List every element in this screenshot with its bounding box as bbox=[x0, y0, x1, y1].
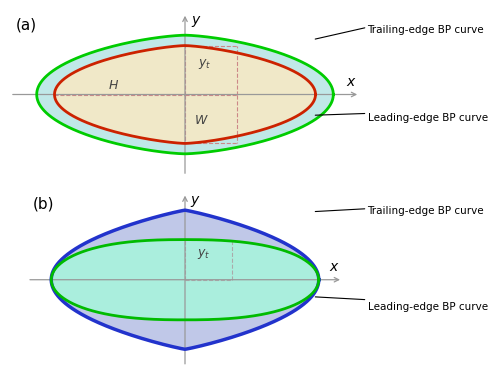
Text: (a): (a) bbox=[16, 17, 37, 33]
Text: $y$: $y$ bbox=[190, 194, 201, 209]
Text: Leading-edge BP curve: Leading-edge BP curve bbox=[368, 302, 488, 312]
Polygon shape bbox=[36, 35, 334, 154]
Text: $x$: $x$ bbox=[346, 74, 357, 88]
Text: $W$: $W$ bbox=[194, 114, 208, 127]
Polygon shape bbox=[54, 46, 316, 143]
Text: (b): (b) bbox=[32, 197, 54, 212]
Text: Trailing-edge BP curve: Trailing-edge BP curve bbox=[368, 206, 484, 216]
Text: $H$: $H$ bbox=[108, 79, 119, 91]
Text: Trailing-edge BP curve: Trailing-edge BP curve bbox=[368, 25, 484, 34]
Text: $x$: $x$ bbox=[330, 260, 340, 274]
Polygon shape bbox=[51, 240, 319, 320]
Text: $y_t$: $y_t$ bbox=[198, 57, 212, 71]
Text: $y_t$: $y_t$ bbox=[197, 246, 210, 261]
Polygon shape bbox=[51, 210, 319, 349]
Text: Leading-edge BP curve: Leading-edge BP curve bbox=[368, 113, 488, 123]
Text: $y$: $y$ bbox=[191, 14, 202, 29]
